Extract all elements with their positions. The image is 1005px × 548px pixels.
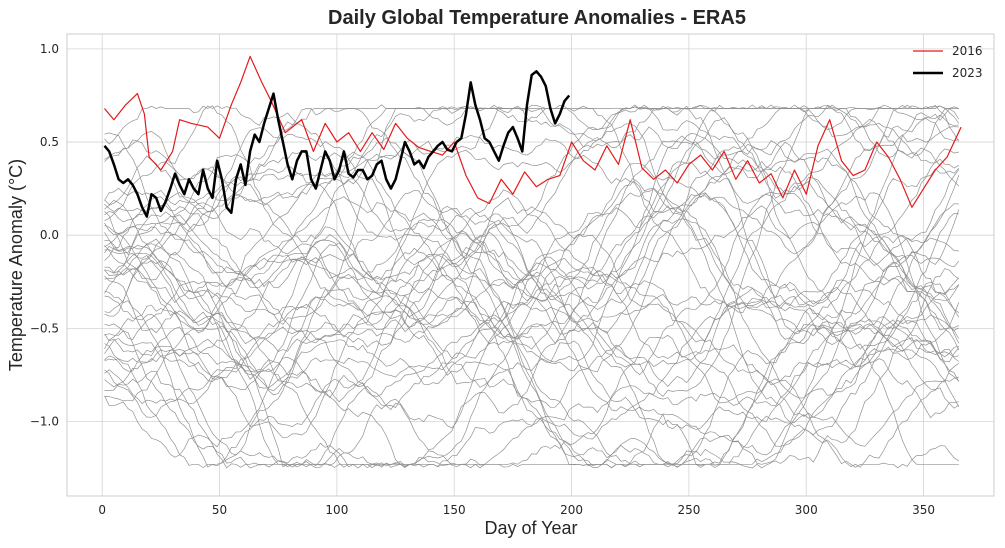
series-line-2023	[103, 70, 571, 218]
background-year-line	[104, 167, 960, 469]
background-years-layer	[104, 104, 960, 469]
chart-title: Daily Global Temperature Anomalies - ERA…	[328, 7, 746, 29]
background-year-line	[104, 108, 960, 469]
background-year-line	[104, 235, 959, 465]
y-tick-label: −1.0	[30, 414, 59, 428]
x-tick-label: 150	[443, 503, 466, 517]
background-year-line	[104, 203, 959, 467]
background-year-line	[104, 104, 960, 389]
background-year-line	[104, 163, 959, 468]
background-year-line	[104, 104, 959, 343]
legend-label-2023: 2023	[952, 66, 983, 80]
background-year-line	[104, 189, 960, 388]
x-tick-label: 200	[560, 503, 583, 517]
background-year-line	[104, 105, 959, 328]
x-tick-label: 100	[325, 503, 348, 517]
y-tick-label: 0.0	[40, 228, 59, 242]
y-tick-label: 1.0	[40, 42, 59, 56]
background-year-line	[104, 281, 960, 469]
x-axis-title: Day of Year	[484, 518, 577, 538]
background-year-line	[104, 261, 960, 468]
background-year-line	[104, 104, 959, 344]
x-tick-label: 0	[98, 503, 106, 517]
y-tick-label: 0.5	[40, 135, 59, 149]
background-year-line	[104, 192, 960, 469]
series-line-2016	[104, 55, 962, 208]
background-year-line	[104, 104, 960, 213]
background-year-line	[104, 202, 959, 468]
y-tick-label: −0.5	[30, 321, 59, 335]
background-year-line	[104, 126, 959, 345]
background-year-line	[104, 295, 959, 469]
background-year-line	[104, 275, 960, 469]
legend: 2016 2023	[913, 44, 983, 80]
background-year-line	[104, 242, 959, 409]
background-year-line	[104, 192, 959, 357]
background-year-line	[104, 106, 960, 339]
x-tick-label: 50	[212, 503, 227, 517]
x-tick-label: 350	[912, 503, 935, 517]
background-year-line	[104, 230, 960, 447]
background-year-line	[104, 141, 960, 344]
highlight-series-layer	[103, 55, 962, 218]
background-year-line	[104, 316, 960, 466]
x-tick-label: 250	[677, 503, 700, 517]
plot-area-frame	[66, 33, 995, 497]
background-year-line	[104, 123, 959, 458]
background-year-line	[104, 334, 959, 469]
y-axis-title: Temperature Anomaly (°C)	[6, 159, 26, 371]
tick-label-layer: 0 50 100 150 200 250 300 350 −1.0 −0.5 0.0 0.5 1.0	[30, 42, 935, 517]
background-year-line	[104, 149, 960, 399]
background-year-line	[104, 134, 960, 380]
x-tick-label: 300	[795, 503, 818, 517]
background-year-line	[104, 213, 960, 469]
background-year-line	[104, 104, 960, 325]
background-year-line	[104, 104, 960, 376]
legend-label-2016: 2016	[952, 44, 983, 58]
background-year-line	[104, 104, 959, 408]
